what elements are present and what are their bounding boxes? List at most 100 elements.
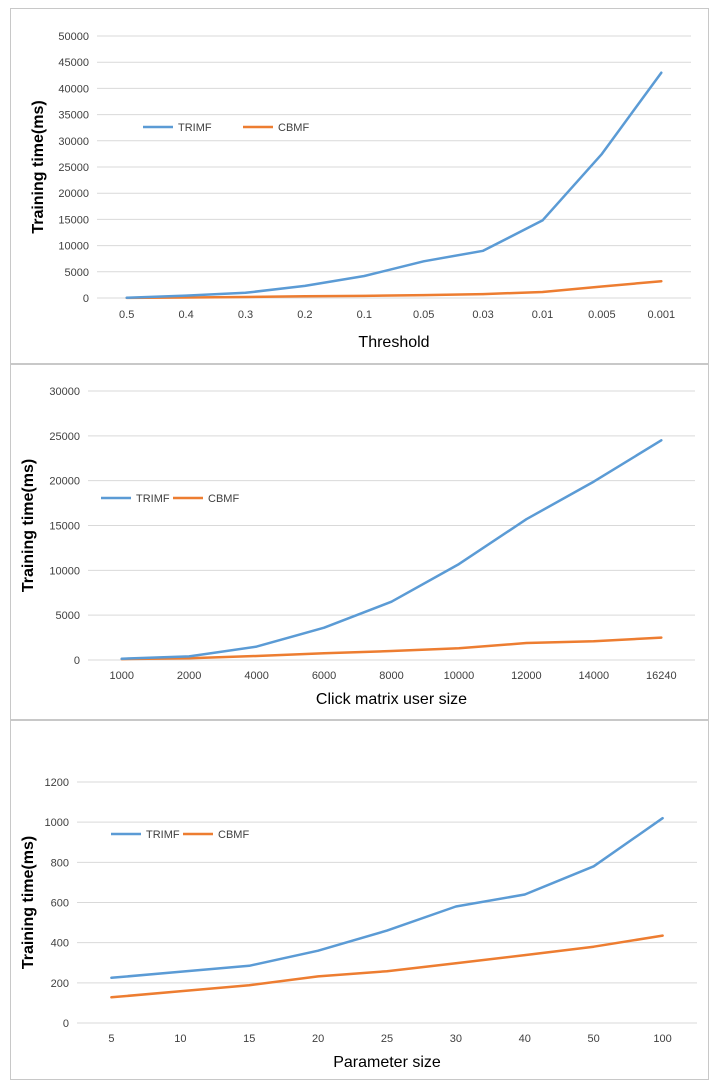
y-tick-label: 30000: [49, 386, 80, 398]
data-point-cbmf: [523, 954, 526, 957]
data-point-cbmf: [592, 945, 595, 948]
x-tick-label: 8000: [379, 670, 403, 682]
chart-2-svg: 0 200 400 600 800 1000 1200 5 10 15 20 25 30 40 50 100 P…: [20, 777, 697, 1071]
x-tick-label: 0.01: [532, 309, 553, 321]
x-tick-label: 0.001: [648, 309, 676, 321]
x-tick-label: 25: [381, 1033, 393, 1045]
y-tick-label: 30000: [58, 136, 89, 148]
data-point-cbmf: [110, 996, 113, 999]
x-tick-label: 10000: [444, 670, 475, 682]
data-point-cbmf: [386, 970, 388, 973]
x-tick-label: 5: [108, 1033, 114, 1045]
data-point-trimf: [303, 284, 306, 287]
x-tick-label: 30: [450, 1033, 462, 1045]
data-point-cbmf: [303, 295, 306, 298]
y-tick-label: 25000: [58, 162, 89, 174]
y-tick-label: 10000: [58, 241, 89, 253]
x-axis-title: Parameter size: [333, 1054, 441, 1071]
x-tick-label: 0.1: [357, 309, 372, 321]
x-tick-label: 6000: [312, 670, 336, 682]
legend-label-trimf: TRIMF: [178, 122, 212, 134]
data-point-cbmf: [660, 636, 663, 639]
x-tick-label: 40: [519, 1033, 531, 1045]
data-point-cbmf: [255, 654, 258, 657]
user-size-chart-panel: 0 5000 10000 15000 20000 25000 30000 1000 2000 40…: [10, 364, 709, 720]
x-tick-label: 0.4: [178, 309, 193, 321]
data-point-trimf: [185, 294, 188, 297]
data-point-cbmf: [185, 296, 188, 299]
data-point-trimf: [457, 563, 460, 566]
x-tick-label: 50: [588, 1033, 600, 1045]
legend-label-cbmf: CBMF: [218, 829, 249, 841]
data-point-cbmf: [188, 657, 191, 660]
chart-0-svg: 0 5000 10000 15000 20000 25000 30000 35000 40000…: [30, 31, 691, 351]
threshold-chart-panel: 0 5000 10000 15000 20000 25000 30000 35000 40000…: [10, 8, 709, 364]
y-tick-label: 15000: [49, 521, 80, 533]
x-tick-label: 1000: [109, 670, 133, 682]
parameter-size-chart-panel: 0 200 400 600 800 1000 1200 5 10 15 20 25 30 40 50 100 P…: [10, 720, 709, 1080]
x-tick-label: 0.3: [238, 309, 253, 321]
x-tick-label: 20: [312, 1033, 324, 1045]
data-point-trimf: [255, 645, 258, 648]
y-tick-label: 600: [51, 898, 69, 910]
data-point-trimf: [454, 905, 457, 908]
x-tick-label: 0.5: [119, 309, 134, 321]
series-line-cbmf: [120, 636, 663, 661]
data-point-cbmf: [422, 294, 425, 297]
x-tick-label: 16240: [646, 670, 677, 682]
data-point-trimf: [363, 274, 366, 277]
legend-label-cbmf: CBMF: [208, 493, 239, 505]
data-point-trimf: [323, 626, 326, 629]
data-point-trimf: [422, 260, 425, 263]
x-tick-label: 4000: [244, 670, 268, 682]
data-point-cbmf: [661, 934, 664, 937]
data-point-trimf: [125, 296, 128, 299]
x-axis-title: Threshold: [358, 334, 429, 351]
x-tick-label: 0.2: [297, 309, 312, 321]
y-tick-label: 800: [51, 857, 69, 869]
data-point-cbmf: [317, 975, 320, 978]
y-tick-label: 10000: [49, 565, 80, 577]
data-point-cbmf: [363, 294, 366, 297]
legend-label-trimf: TRIMF: [136, 493, 170, 505]
data-point-trimf: [592, 480, 595, 483]
data-point-trimf: [188, 655, 191, 658]
y-tick-label: 200: [51, 978, 69, 990]
data-point-trimf: [179, 970, 182, 973]
data-point-cbmf: [457, 647, 460, 650]
data-point-trimf: [660, 439, 663, 442]
legend-label-trimf: TRIMF: [146, 829, 180, 841]
data-point-trimf: [660, 71, 663, 74]
y-tick-label: 1200: [45, 777, 69, 789]
series-line-trimf: [125, 71, 663, 299]
data-point-trimf: [317, 949, 320, 952]
y-tick-label: 50000: [58, 31, 89, 43]
x-tick-label: 12000: [511, 670, 542, 682]
data-point-cbmf: [248, 984, 251, 987]
data-point-trimf: [661, 817, 664, 820]
y-tick-label: 5000: [56, 610, 80, 622]
data-point-trimf: [523, 893, 526, 896]
y-tick-label: 1000: [45, 817, 69, 829]
legend-label-cbmf: CBMF: [278, 122, 309, 134]
x-tick-label: 15: [243, 1033, 255, 1045]
y-axis-title: Training time(ms): [20, 836, 37, 969]
y-tick-label: 5000: [65, 267, 89, 279]
data-point-trimf: [386, 929, 388, 932]
x-tick-label: 14000: [579, 670, 610, 682]
data-point-cbmf: [454, 962, 457, 965]
y-tick-label: 25000: [49, 431, 80, 443]
y-tick-label: 45000: [58, 57, 89, 69]
chart-1-svg: 0 5000 10000 15000 20000 25000 30000 1000 2000 40…: [20, 386, 695, 708]
data-point-cbmf: [323, 652, 326, 655]
data-point-cbmf: [525, 641, 528, 644]
y-axis-title: Training time(ms): [20, 459, 37, 592]
x-tick-label: 0.005: [588, 309, 616, 321]
data-point-trimf: [541, 219, 544, 222]
x-tick-label: 0.03: [472, 309, 493, 321]
y-tick-label: 40000: [58, 83, 89, 95]
data-point-cbmf: [179, 990, 182, 993]
data-point-trimf: [248, 964, 251, 967]
data-point-trimf: [244, 291, 247, 294]
y-tick-label: 20000: [58, 188, 89, 200]
